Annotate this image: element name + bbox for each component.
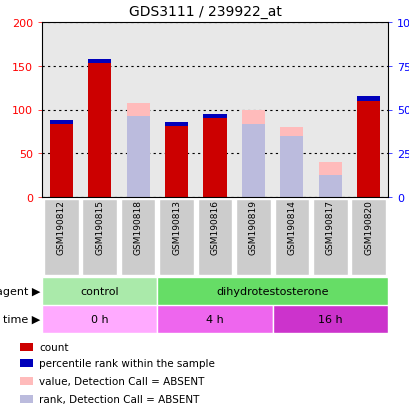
Text: 0 h: 0 h xyxy=(91,314,108,324)
Text: GSM190816: GSM190816 xyxy=(210,200,219,255)
Bar xyxy=(157,305,272,333)
FancyBboxPatch shape xyxy=(159,199,193,276)
Bar xyxy=(203,117,226,197)
Text: time ▶: time ▶ xyxy=(3,314,40,324)
FancyBboxPatch shape xyxy=(82,199,117,276)
Bar xyxy=(20,344,33,351)
Bar xyxy=(203,114,226,119)
FancyBboxPatch shape xyxy=(274,199,308,276)
Bar xyxy=(318,163,341,197)
FancyBboxPatch shape xyxy=(197,199,232,276)
Bar xyxy=(280,136,303,197)
Text: agent ▶: agent ▶ xyxy=(0,286,40,296)
Text: rank, Detection Call = ABSENT: rank, Detection Call = ABSENT xyxy=(39,394,199,404)
Bar xyxy=(157,277,387,305)
Bar xyxy=(356,100,380,197)
Text: GSM190813: GSM190813 xyxy=(172,200,181,255)
Bar xyxy=(49,121,72,125)
Bar xyxy=(126,116,149,197)
Text: count: count xyxy=(39,342,69,353)
Text: 4 h: 4 h xyxy=(206,314,223,324)
Text: percentile rank within the sample: percentile rank within the sample xyxy=(39,358,215,368)
Text: GSM190817: GSM190817 xyxy=(325,200,334,255)
Bar xyxy=(280,128,303,197)
FancyBboxPatch shape xyxy=(44,199,79,276)
Bar xyxy=(88,62,111,197)
Bar xyxy=(241,110,264,197)
Bar xyxy=(49,123,72,197)
Bar xyxy=(42,305,157,333)
Bar xyxy=(164,125,188,197)
Bar xyxy=(20,377,33,385)
FancyBboxPatch shape xyxy=(121,199,155,276)
Bar xyxy=(164,122,188,127)
Text: GSM190818: GSM190818 xyxy=(133,200,142,255)
Text: 16 h: 16 h xyxy=(317,314,342,324)
FancyBboxPatch shape xyxy=(312,199,347,276)
Bar xyxy=(356,97,380,102)
Text: value, Detection Call = ABSENT: value, Detection Call = ABSENT xyxy=(39,376,204,386)
Text: GSM190820: GSM190820 xyxy=(363,200,372,255)
Text: GSM190812: GSM190812 xyxy=(56,200,65,255)
Bar xyxy=(318,176,341,197)
FancyBboxPatch shape xyxy=(236,199,270,276)
Text: GSM190819: GSM190819 xyxy=(248,200,257,255)
Text: dihydrotestosterone: dihydrotestosterone xyxy=(216,286,328,296)
Bar xyxy=(20,360,33,368)
Text: GSM190815: GSM190815 xyxy=(95,200,104,255)
Bar xyxy=(241,125,264,197)
Bar xyxy=(20,395,33,403)
Bar xyxy=(88,59,111,64)
Text: control: control xyxy=(80,286,119,296)
Bar xyxy=(272,305,387,333)
Text: GSM190814: GSM190814 xyxy=(287,200,296,255)
Bar xyxy=(42,277,157,305)
Bar xyxy=(126,103,149,197)
FancyBboxPatch shape xyxy=(351,199,385,276)
Text: GDS3111 / 239922_at: GDS3111 / 239922_at xyxy=(128,5,281,19)
